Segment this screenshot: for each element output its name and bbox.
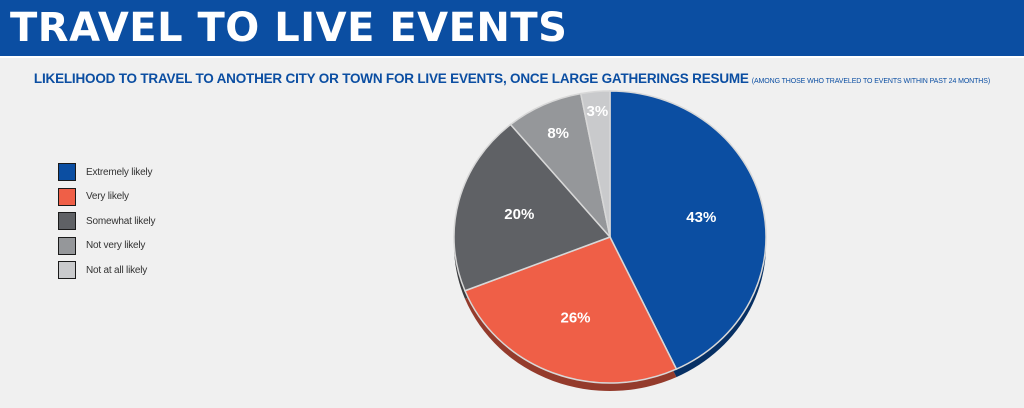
legend-swatch: [58, 163, 76, 182]
pie-slice-label: 8%: [547, 125, 569, 142]
legend-label: Not very likely: [86, 240, 146, 252]
legend-label: Extremely likely: [86, 166, 153, 178]
pie-slice: [579, 90, 611, 238]
pie-slice: [463, 236, 678, 384]
chart-title: LIKELIHOOD TO TRAVEL TO ANOTHER CITY OR …: [0, 70, 1024, 88]
legend-swatch: [58, 187, 76, 206]
legend-swatch: [58, 236, 76, 255]
page-title: TRAVEL TO LIVE EVENTS: [10, 5, 568, 51]
legend-swatch: [58, 261, 76, 280]
pie-slice-label: 20%: [504, 206, 534, 223]
legend-item: Not very likely: [58, 234, 155, 259]
chart-title-text: LIKELIHOOD TO TRAVEL TO ANOTHER CITY OR …: [33, 71, 749, 86]
pie-slice-label: 3%: [587, 103, 609, 120]
chart-legend: Extremely likely Very likely Somewhat li…: [58, 160, 155, 283]
legend-label: Somewhat likely: [86, 215, 156, 227]
legend-label: Not at all likely: [86, 264, 148, 276]
legend-item: Very likely: [58, 185, 155, 210]
header-banner: TRAVEL TO LIVE EVENTS: [0, 0, 1024, 58]
legend-item: Not at all likely: [58, 258, 155, 283]
pie-slices: [453, 90, 767, 384]
pie-labels: 43% 26% 20% 8% 3%: [504, 103, 716, 326]
pie-slice: [453, 123, 612, 292]
legend-label: Very likely: [86, 191, 129, 203]
pie-slice-label: 26%: [560, 309, 590, 326]
legend-item: Extremely likely: [58, 160, 155, 185]
pie-slice-label: 43%: [686, 209, 716, 226]
pie-slice: [609, 90, 767, 371]
legend-item: Somewhat likely: [58, 209, 155, 234]
chart-subtitle: (AMONG THOSE WHO TRAVELED TO EVENTS WITH…: [751, 78, 991, 85]
legend-swatch: [58, 212, 76, 231]
